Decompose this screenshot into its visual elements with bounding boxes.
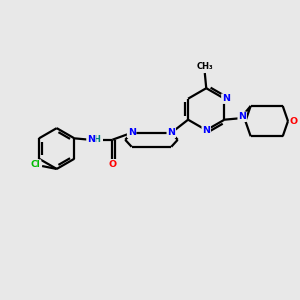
Text: N: N bbox=[202, 126, 210, 135]
Text: CH₃: CH₃ bbox=[196, 62, 213, 71]
Text: N: N bbox=[222, 94, 230, 103]
Text: N: N bbox=[87, 135, 95, 144]
Text: O: O bbox=[290, 117, 298, 126]
Text: O: O bbox=[108, 160, 116, 169]
Text: N: N bbox=[128, 128, 136, 137]
Text: N: N bbox=[167, 128, 175, 137]
Text: N: N bbox=[238, 112, 246, 121]
Text: Cl: Cl bbox=[31, 160, 40, 169]
Text: H: H bbox=[93, 135, 100, 144]
